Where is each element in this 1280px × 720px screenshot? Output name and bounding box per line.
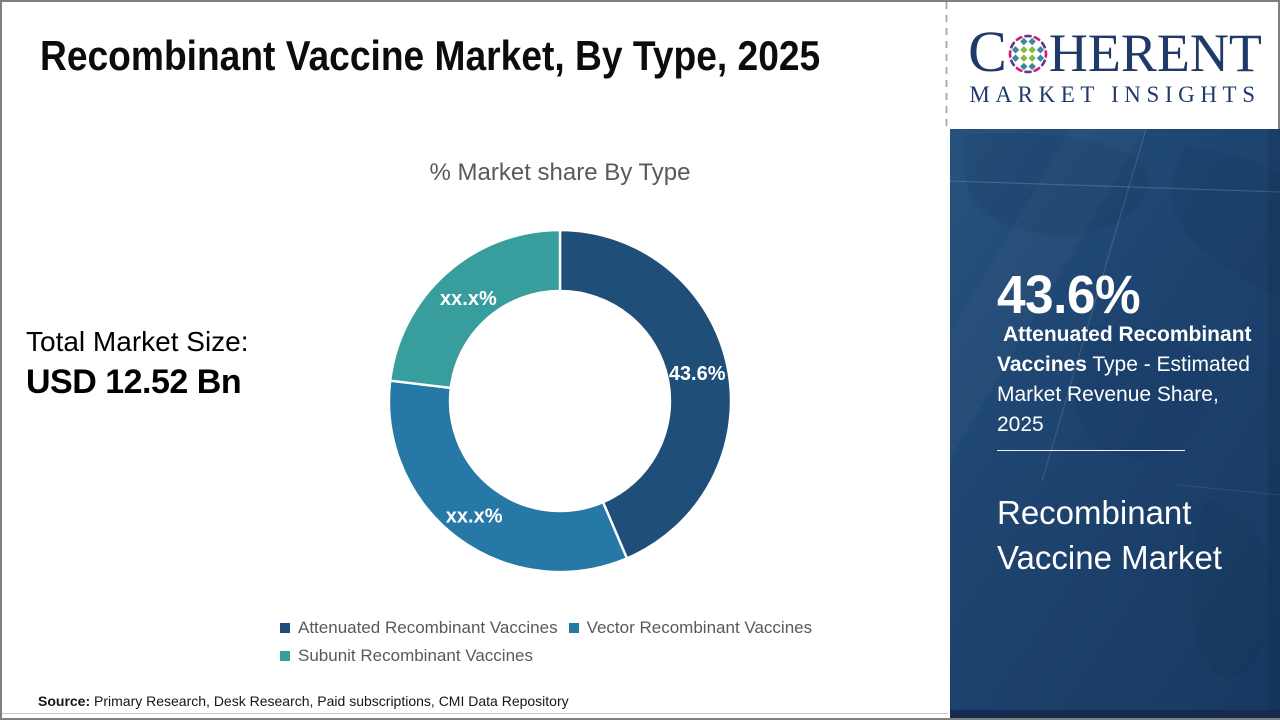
- sidebar-divider: [997, 450, 1185, 451]
- total-market-size: Total Market Size: USD 12.52 Bn: [26, 323, 249, 403]
- donut-chart: 43.6% xx.x% xx.x%: [387, 228, 733, 574]
- legend-label-1: Vector Recombinant Vaccines: [586, 618, 813, 637]
- brand-logo-word: C HERENT: [968, 23, 1262, 81]
- sidebar-stat-description-rest: Type - Estimated Market Revenue Share, 2…: [997, 353, 1250, 436]
- brand-logo-subtitle: MARKET INSIGHTS: [969, 82, 1261, 107]
- dashed-separator: [945, 2, 948, 129]
- donut-segment-label-2: xx.x%: [440, 288, 497, 310]
- donut-segment-0: [558, 228, 733, 560]
- sidebar-stat-description: Attenuated Recombinant Vaccines Type - E…: [997, 320, 1259, 440]
- sidebar-stat-value: 43.6%: [997, 265, 1141, 325]
- brand-logo: C HERENT MARKET INSIGHTS: [950, 2, 1280, 129]
- globe-o-icon: [1008, 34, 1048, 74]
- legend-label-0: Attenuated Recombinant Vaccines: [298, 618, 558, 637]
- page-border-bottom: [0, 718, 1280, 720]
- legend-item-2: Subunit Recombinant Vaccines: [280, 646, 533, 666]
- brand-logo-word-rest: HERENT: [1048, 23, 1262, 83]
- world-map-texture: [950, 129, 1280, 718]
- donut-segment-2: [388, 228, 562, 390]
- page-border-top: [0, 0, 1280, 2]
- source-label: Source:: [38, 693, 91, 709]
- chart-legend: Attenuated Recombinant Vaccines Vector Re…: [280, 618, 864, 666]
- donut-segment-label-1: xx.x%: [446, 506, 503, 528]
- legend-swatch-2: [280, 651, 290, 661]
- chart-title: % Market share By Type: [429, 159, 691, 186]
- legend-swatch-1: [568, 623, 579, 633]
- footer-hairline: [2, 713, 948, 714]
- sidebar-panel: 43.6% Attenuated Recombinant Vaccines Ty…: [950, 129, 1280, 718]
- legend-item-1: Vector Recombinant Vaccines: [568, 618, 813, 638]
- sidebar-stat-description-bold: Attenuated Recombinant Vaccines: [997, 323, 1252, 376]
- legend-item-0: Attenuated Recombinant Vaccines: [280, 618, 558, 638]
- donut-segment-label-0: 43.6%: [669, 363, 726, 385]
- legend-label-2: Subunit Recombinant Vaccines: [298, 646, 533, 665]
- source-text: Primary Research, Desk Research, Paid su…: [90, 693, 569, 709]
- page-border-left: [0, 0, 2, 720]
- total-market-size-value: USD 12.52 Bn: [26, 363, 242, 401]
- legend-swatch-0: [280, 623, 290, 633]
- source-note: Source: Primary Research, Desk Research,…: [38, 693, 569, 709]
- page-title: Recombinant Vaccine Market, By Type, 202…: [40, 32, 821, 79]
- total-market-size-label: Total Market Size:: [26, 326, 249, 357]
- donut-segment-1: [387, 379, 629, 574]
- brand-logo-letter-c: C: [968, 19, 1007, 84]
- sidebar-market-name: Recombinant Vaccine Market: [997, 494, 1222, 576]
